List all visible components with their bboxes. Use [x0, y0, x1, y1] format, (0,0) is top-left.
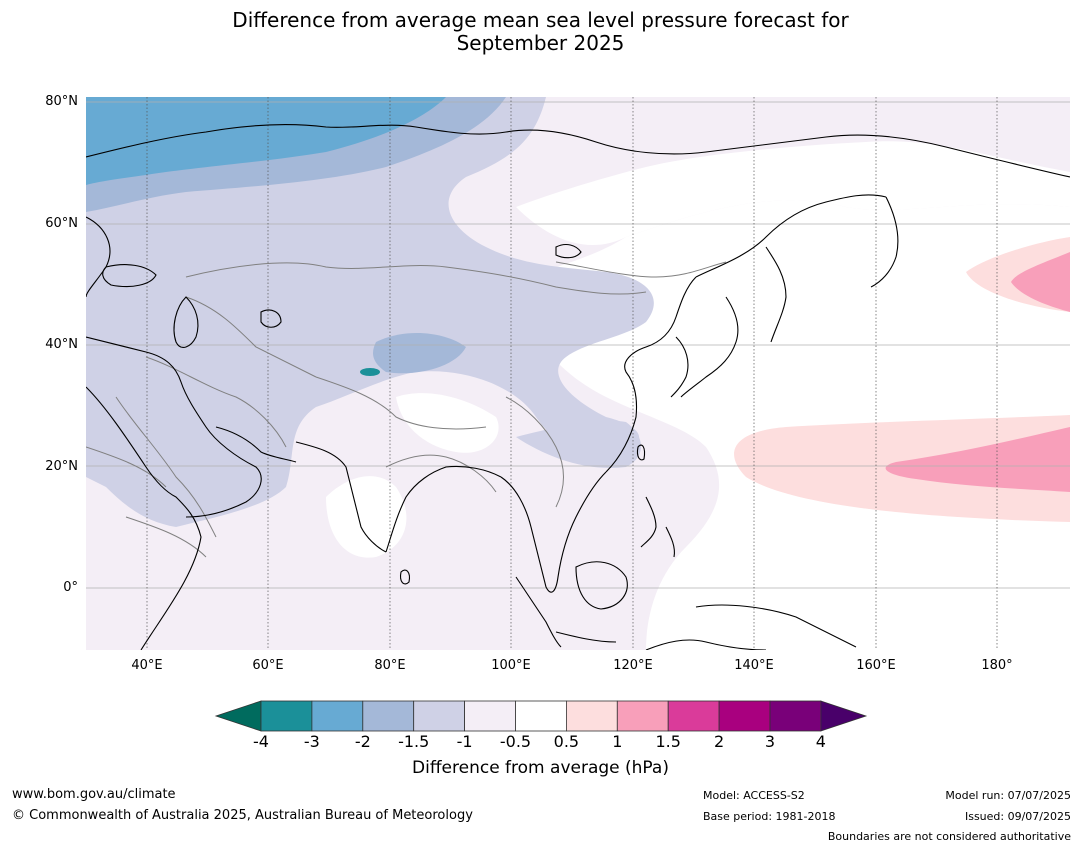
colorbar-segment — [566, 700, 618, 732]
footer-website: www.bom.gov.au/climate — [12, 787, 176, 802]
graticule — [86, 101, 1070, 589]
anomaly-pink-north — [1011, 252, 1070, 312]
lon-label-180: 180° — [981, 658, 1013, 673]
footer-base-period: Base period: 1981-2018 — [703, 810, 836, 823]
lon-label-60e: 60°E — [252, 658, 284, 673]
lat-label-80n: 80°N — [45, 94, 78, 109]
colorbar-tick-label: -4 — [253, 732, 269, 751]
colorbar-tick-label: 1.5 — [655, 732, 681, 751]
forecast-map — [86, 97, 1070, 650]
coastlines — [86, 123, 1070, 650]
lat-label-20n: 20°N — [45, 459, 78, 474]
lon-label-40e: 40°E — [131, 658, 163, 673]
colorbar-tick-label: -1.5 — [398, 732, 430, 751]
colorbar-tick-label: -0.5 — [499, 732, 532, 751]
footer-model: Model: ACCESS-S2 — [703, 789, 805, 802]
footer-model-run: Model run: 07/07/2025 — [945, 789, 1071, 802]
anomaly-neutral-siberia — [516, 141, 1070, 246]
colorbar-title: Difference from average (hPa) — [412, 758, 669, 778]
colorbar-tick-label: 0.5 — [553, 732, 580, 751]
colorbar-segment — [413, 700, 466, 732]
lon-label-120e: 120°E — [613, 658, 653, 673]
anomaly-neutral-tibet — [396, 393, 499, 453]
map-title: Difference from average mean sea level p… — [0, 9, 1081, 55]
lat-label-60n: 60°N — [45, 216, 78, 231]
colorbar-tick-label: 3 — [764, 732, 776, 751]
footer-disclaimer: Boundaries are not considered authoritat… — [827, 830, 1071, 843]
lat-label-40n: 40°N — [45, 337, 78, 352]
colorbar-tick-label: 2 — [714, 732, 725, 751]
colorbar-segment — [718, 700, 771, 732]
anomaly-pink-south — [885, 427, 1070, 492]
map-title-line2: September 2025 — [456, 31, 625, 55]
lon-label-100e: 100°E — [491, 658, 531, 673]
lat-label-0: 0° — [63, 580, 78, 595]
colorbar-segment — [362, 700, 415, 732]
colorbar-segment — [464, 700, 516, 732]
meridians — [146, 97, 998, 650]
colorbar — [214, 700, 868, 732]
colorbar-tick-label: -3 — [303, 732, 320, 751]
colorbar-tick-label: -2 — [354, 732, 371, 751]
lon-label-80e: 80°E — [374, 658, 406, 673]
colorbar-tick-label: 4 — [815, 732, 826, 751]
colorbar-segment — [769, 700, 822, 732]
anomaly-blue-region — [86, 97, 446, 185]
anomaly-lavender-region — [86, 97, 654, 527]
colorbar-segments — [214, 700, 868, 732]
colorbar-segment — [260, 700, 313, 732]
colorbar-segment — [667, 700, 720, 732]
colorbar-tick-label: 1 — [612, 732, 623, 751]
anomaly-teal-blob — [360, 368, 380, 376]
colorbar-segment — [515, 700, 567, 732]
colorbar-segment — [311, 700, 364, 732]
colorbar-segment — [616, 700, 669, 732]
lon-label-160e: 160°E — [856, 658, 896, 673]
anomaly-neutral-india — [326, 476, 407, 558]
country-borders — [86, 261, 727, 558]
anomaly-blue-light-tibet — [373, 332, 466, 374]
colorbar-arrow-low — [214, 700, 262, 732]
footer-copyright: © Commonwealth of Australia 2025, Austra… — [12, 808, 473, 823]
lon-label-140e: 140°E — [734, 658, 774, 673]
footer-issued: Issued: 09/07/2025 — [964, 810, 1071, 823]
map-title-line1: Difference from average mean sea level p… — [232, 8, 849, 32]
colorbar-arrow-high — [820, 700, 868, 732]
colorbar-tick-label: -1 — [456, 732, 473, 751]
